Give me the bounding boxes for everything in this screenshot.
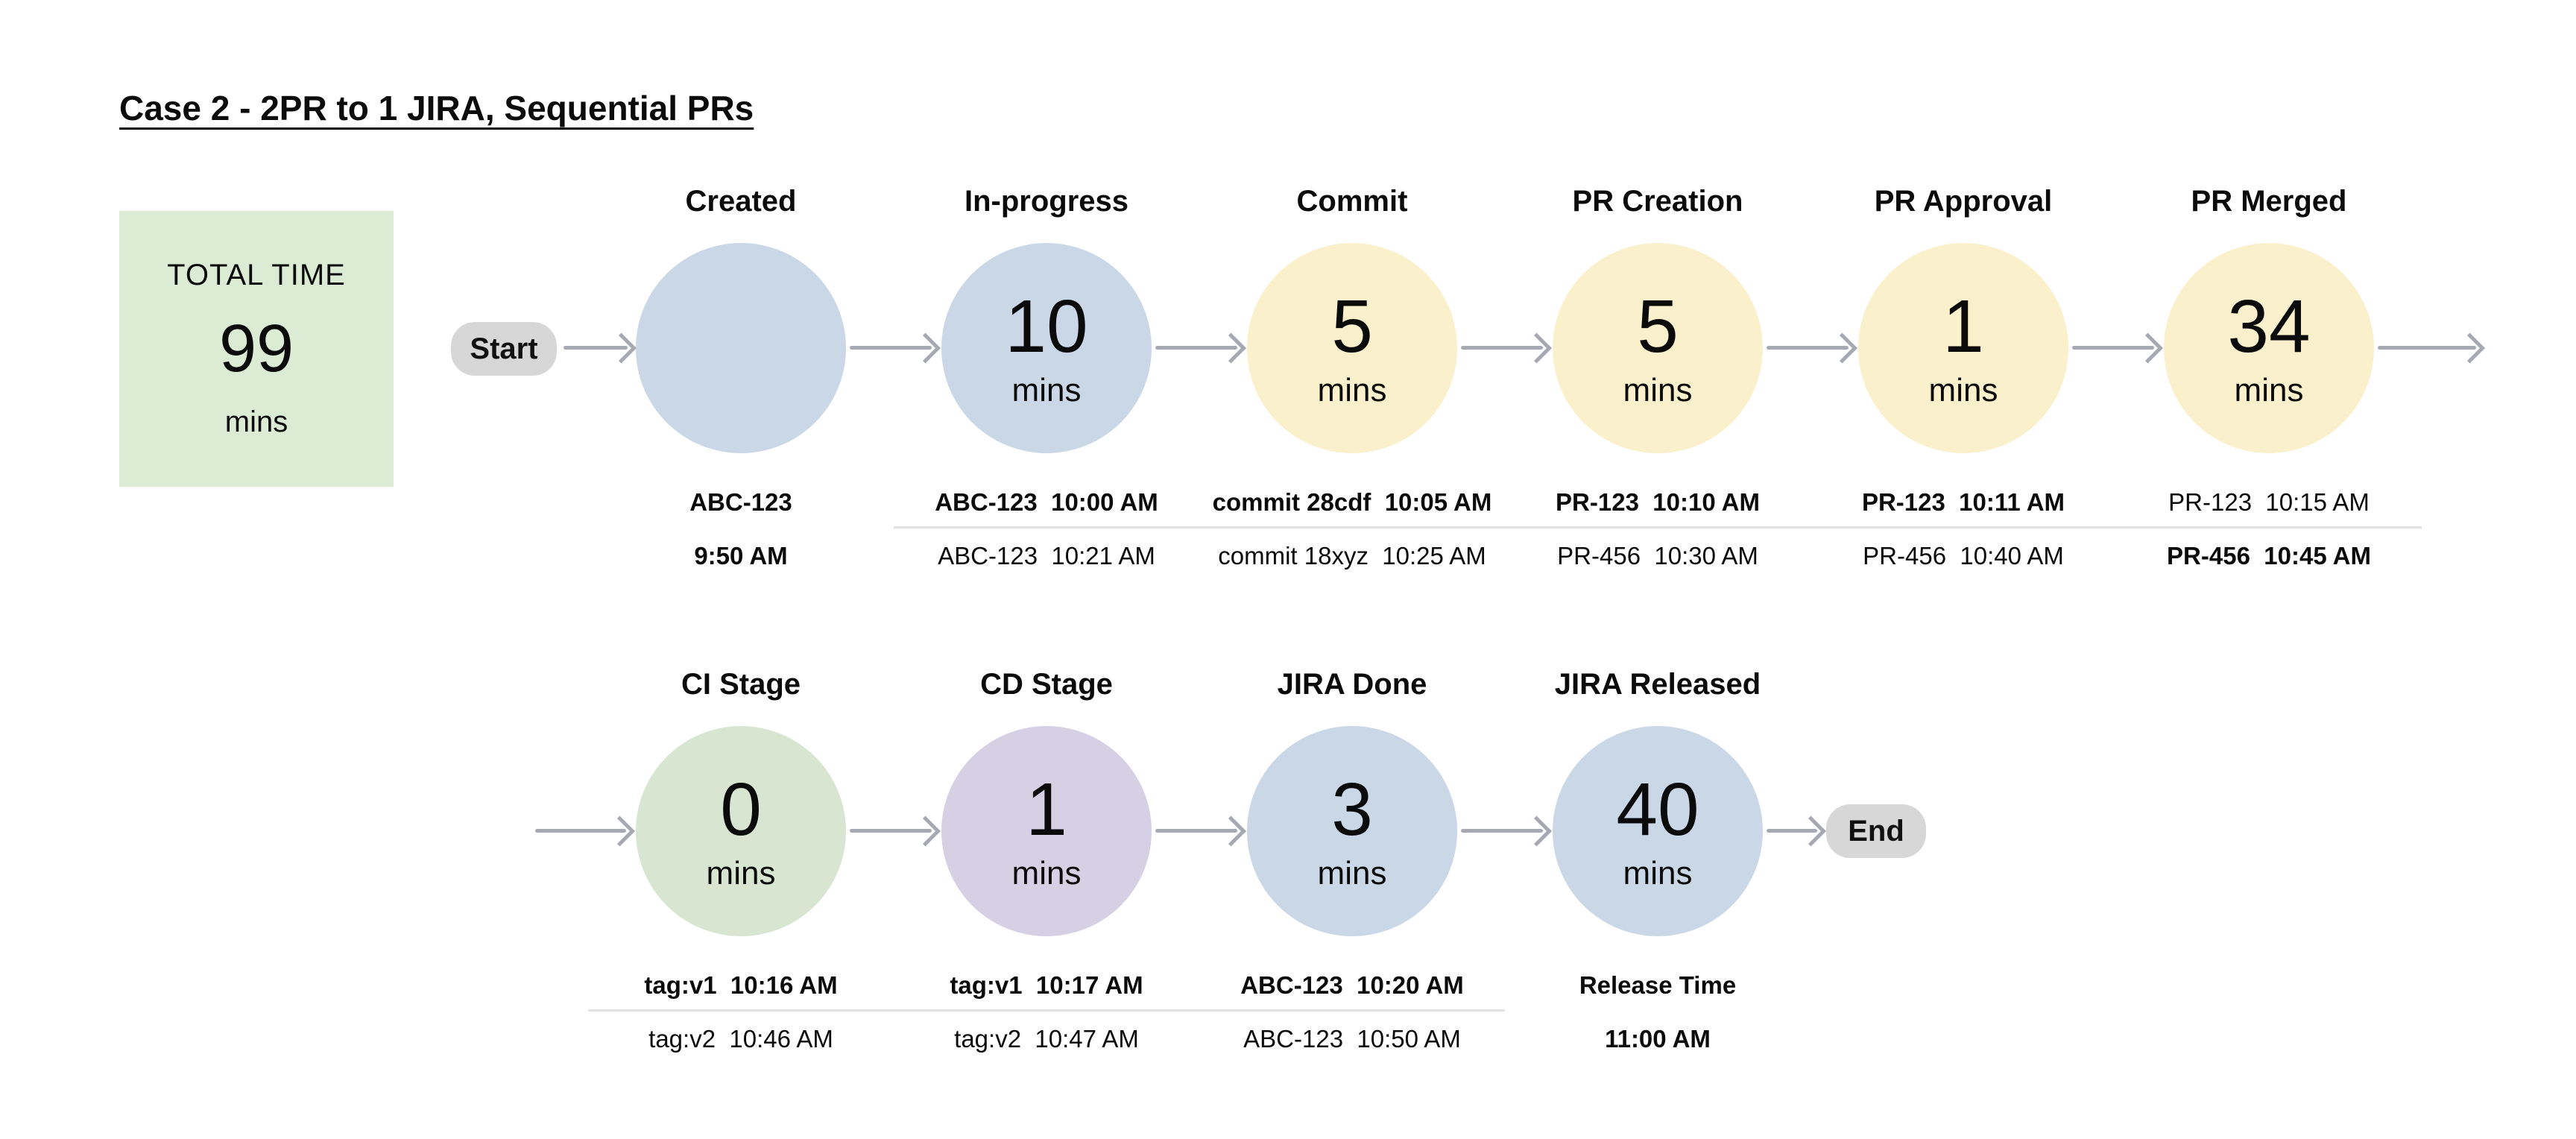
stage-timestamp: tag:v2 10:47 AM <box>954 1025 1139 1053</box>
stage-timestamp: Release Time <box>1579 971 1737 999</box>
stage-duration: 40 <box>1616 768 1699 851</box>
stage-duration-unit: mins <box>706 855 776 892</box>
stage-label: JIRA Released <box>1554 668 1761 701</box>
stage-duration: 34 <box>2227 285 2311 368</box>
stage-timestamp: tag:v2 10:46 AM <box>648 1025 833 1053</box>
stage-cd: CD Stage 1 mins tag:v1 10:17 AM tag:v2 1… <box>894 668 1199 1070</box>
stage-label: CD Stage <box>980 668 1113 701</box>
stage-pr-approval: PR Approval 1 mins PR-123 10:11 AM PR-45… <box>1811 185 2116 587</box>
flow-arrow-exit <box>2378 346 2476 350</box>
stage-circle: 40 mins <box>1553 726 1763 936</box>
stage-timestamp: commit 28cdf 10:05 AM <box>1212 488 1492 516</box>
stage-duration: 5 <box>1331 285 1373 368</box>
stage-in-progress: In-progress 10 mins ABC-123 10:00 AM ABC… <box>894 185 1199 587</box>
stage-duration-unit: mins <box>1011 372 1082 408</box>
stage-timestamp: commit 18xyz 10:25 AM <box>1218 542 1486 570</box>
flow-arrow <box>850 346 932 350</box>
stage-timestamp: ABC-123 10:00 AM <box>935 488 1158 516</box>
stage-duration-unit: mins <box>1011 855 1082 892</box>
stage-duration-unit: mins <box>1317 855 1387 892</box>
stage-commit: Commit 5 mins commit 28cdf 10:05 AM comm… <box>1199 185 1505 587</box>
stage-duration: 1 <box>1942 285 1984 368</box>
timestamp-divider-row2 <box>588 1009 1505 1012</box>
flow-arrow <box>564 346 628 350</box>
stage-circle: 1 mins <box>941 726 1152 936</box>
stage-circle: 5 mins <box>1553 243 1763 453</box>
stage-circle: 1 mins <box>1858 243 2068 453</box>
stage-timestamp: PR-456 10:40 AM <box>1863 542 2064 570</box>
stage-timestamp: tag:v1 10:17 AM <box>950 971 1143 999</box>
stage-label: PR Approval <box>1874 185 2053 218</box>
timestamp-divider-row1 <box>894 526 2422 529</box>
stage-duration-unit: mins <box>2234 372 2304 408</box>
stage-duration: 5 <box>1637 285 1679 368</box>
flow-arrow-enter <box>535 829 626 833</box>
flow-arrow <box>850 829 932 833</box>
stage-circle: 3 mins <box>1247 726 1457 936</box>
stage-label: In-progress <box>964 185 1129 218</box>
stage-ci: CI Stage 0 mins tag:v1 10:16 AM tag:v2 1… <box>588 668 894 1070</box>
end-node: End <box>1826 804 1926 858</box>
stage-circle: 0 mins <box>636 726 846 936</box>
stage-created: Created ABC-123 9:50 AM <box>588 185 894 587</box>
stage-timestamp: ABC-123 <box>689 488 792 516</box>
stage-timestamp: PR-456 10:45 AM <box>2167 542 2371 570</box>
stage-timestamp: ABC-123 10:21 AM <box>938 542 1155 570</box>
stage-duration-unit: mins <box>1623 855 1693 892</box>
stage-circle: 10 mins <box>941 243 1152 453</box>
stage-duration-unit: mins <box>1623 372 1693 408</box>
stage-timestamp: PR-456 10:30 AM <box>1557 542 1758 570</box>
stage-label: CI Stage <box>681 668 801 701</box>
page-title: Case 2 - 2PR to 1 JIRA, Sequential PRs <box>119 89 754 127</box>
stage-timestamp: ABC-123 10:20 AM <box>1240 971 1464 999</box>
flow-arrow <box>1155 346 1237 350</box>
stage-label: PR Merged <box>2191 185 2347 218</box>
stage-timestamp: 11:00 AM <box>1605 1025 1711 1053</box>
total-time-label: TOTAL TIME <box>167 259 346 291</box>
stage-duration: 1 <box>1026 768 1067 851</box>
stage-circle: 34 mins <box>2164 243 2374 453</box>
stage-jira-released: JIRA Released 40 mins Release Time 11:00… <box>1505 668 1811 1070</box>
flow-arrow <box>1767 829 1817 833</box>
stage-duration: 3 <box>1331 768 1373 851</box>
stage-timestamp: PR-123 10:11 AM <box>1861 488 2065 516</box>
flow-arrow <box>2072 346 2154 350</box>
flow-arrow <box>1461 346 1543 350</box>
stage-label: JIRA Done <box>1277 668 1427 701</box>
stage-timestamp: 9:50 AM <box>694 542 788 570</box>
stage-circle: 5 mins <box>1247 243 1457 453</box>
flow-arrow <box>1155 829 1237 833</box>
stage-timestamp: PR-123 10:10 AM <box>1556 488 1760 516</box>
stage-pr-creation: PR Creation 5 mins PR-123 10:10 AM PR-45… <box>1505 185 1811 587</box>
stage-duration-unit: mins <box>1928 372 1998 408</box>
stage-pr-merged: PR Merged 34 mins PR-123 10:15 AM PR-456… <box>2116 185 2422 587</box>
stage-label: Commit <box>1296 185 1408 218</box>
stage-duration: 10 <box>1005 285 1088 368</box>
stage-timestamp: PR-123 10:15 AM <box>2168 488 2370 516</box>
start-node: Start <box>451 322 557 376</box>
stage-label: Created <box>685 185 797 218</box>
total-time-value: 99 <box>218 312 294 386</box>
flow-arrow <box>1767 346 1849 350</box>
total-time-card: TOTAL TIME 99 mins <box>119 211 394 487</box>
stage-label: PR Creation <box>1572 185 1743 218</box>
stage-timestamp: ABC-123 10:50 AM <box>1243 1025 1461 1053</box>
flow-arrow <box>1461 829 1543 833</box>
stage-duration: 0 <box>720 768 762 851</box>
stage-circle <box>636 243 846 453</box>
stage-jira-done: JIRA Done 3 mins ABC-123 10:20 AM ABC-12… <box>1199 668 1505 1070</box>
stage-timestamp: tag:v1 10:16 AM <box>644 971 838 999</box>
stage-duration-unit: mins <box>1317 372 1387 408</box>
total-time-unit: mins <box>224 406 288 438</box>
